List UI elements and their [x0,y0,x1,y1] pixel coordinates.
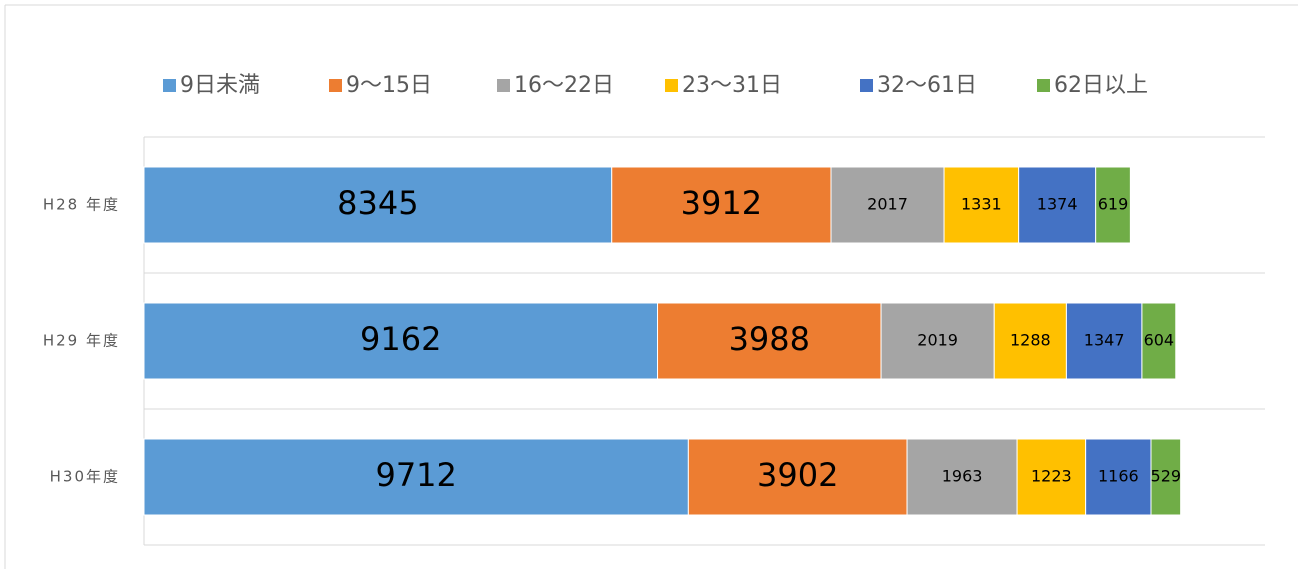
legend-label: 16～22日 [514,73,614,98]
data-label: 619 [1098,195,1129,214]
data-label: 604 [1144,331,1175,350]
data-label: 529 [1151,467,1182,486]
y-tick-label: H29 年度 [43,332,120,350]
bar-segment [1085,438,1152,516]
data-label: 3912 [681,184,762,222]
data-label: 1223 [1031,467,1072,486]
legend-marker [329,79,342,92]
legend-marker [665,79,678,92]
bar-segment [143,438,689,516]
data-label: 8345 [337,184,418,222]
bar-segment [687,438,908,516]
bar-segment [611,166,832,244]
data-label: 1331 [961,195,1002,214]
data-label: 3902 [757,456,838,494]
bar-segment [1141,302,1177,380]
data-label: 1166 [1098,467,1139,486]
bar-segment [943,166,1020,244]
y-tick-label: H28 年度 [43,196,120,214]
data-label: 1288 [1010,331,1051,350]
y-tick-label: H30年度 [50,468,120,486]
bar-segment [906,438,1018,516]
bar-segment [1150,438,1182,516]
bar-segment [1016,438,1087,516]
data-label: 2017 [867,195,908,214]
bar-segment [1065,302,1143,380]
bar-segment [830,166,945,244]
bar-segment [1018,166,1097,244]
data-label: 2019 [917,331,958,350]
data-label: 1963 [942,467,983,486]
legend-label: 9～15日 [346,73,432,98]
bar-segment [657,302,882,380]
bar-segment [880,302,995,380]
bar-segment [1095,166,1131,244]
legend-marker [860,79,873,92]
data-label: 1374 [1037,195,1078,214]
legend-marker [1037,79,1050,92]
bar-segment [143,302,659,380]
legend-label: 62日以上 [1054,73,1148,98]
legend-marker [497,79,510,92]
legend-marker [163,79,176,92]
legend-label: 9日未満 [180,73,260,98]
legend-label: 23～31日 [682,73,782,98]
legend-label: 32～61日 [877,73,977,98]
data-label: 3988 [729,320,810,358]
data-label: 9162 [360,320,441,358]
bar-segment [143,166,613,244]
data-label: 9712 [375,456,456,494]
data-label: 1347 [1084,331,1125,350]
